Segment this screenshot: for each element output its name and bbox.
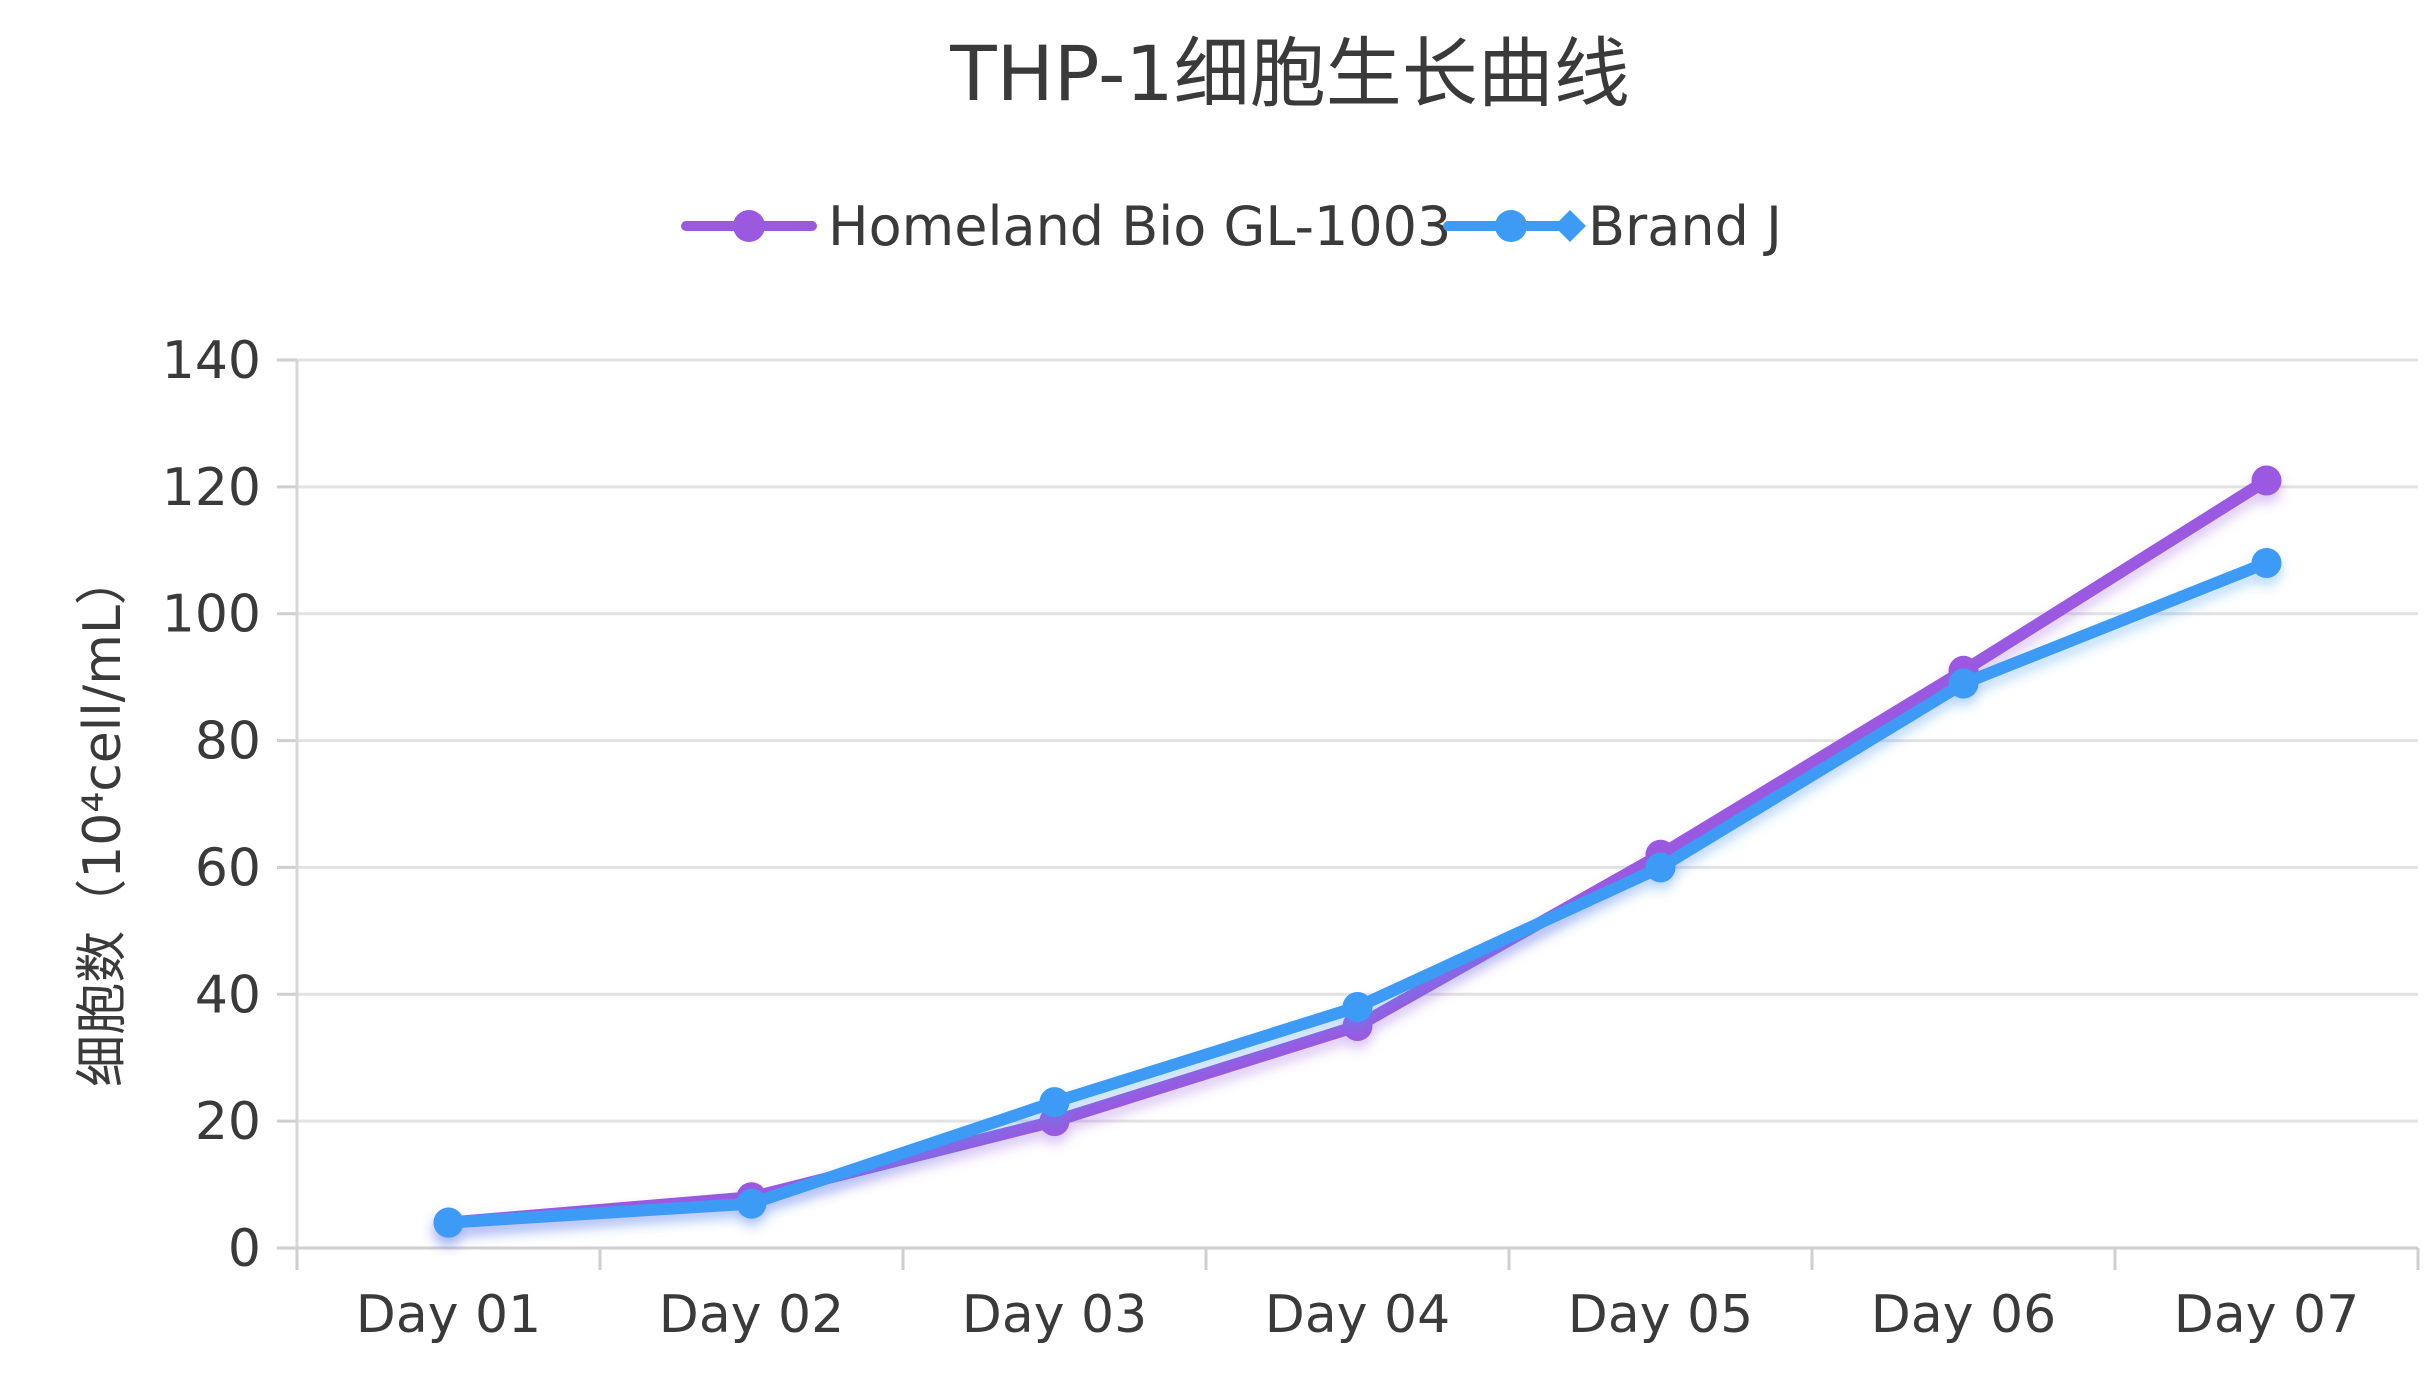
x-tick-label: Day 01: [356, 1285, 541, 1345]
y-tick-label: 140: [162, 331, 261, 391]
data-point: [1342, 991, 1373, 1022]
legend: Homeland Bio GL-1003 Brand J: [681, 195, 1782, 258]
data-point: [2251, 547, 2282, 578]
y-tick-label: 120: [162, 458, 261, 518]
series-2: [433, 547, 2282, 1238]
legend-marker: [733, 210, 765, 242]
y-tick-label: 100: [162, 585, 261, 645]
data-point: [1039, 1087, 1070, 1118]
x-tick-label: Day 03: [962, 1285, 1147, 1345]
data-point: [1645, 852, 1676, 883]
y-tick-label: 60: [195, 838, 261, 898]
gridlines: [277, 358, 2418, 1250]
y-tick-label: 40: [195, 965, 261, 1025]
x-tick-label: Day 02: [659, 1285, 844, 1345]
series-line: [442, 556, 2273, 1229]
y-axis-label: 细胞数（10⁴cell/mL）: [73, 553, 133, 1087]
axes: [295, 360, 2420, 1270]
data-point: [433, 1207, 464, 1238]
data-point: [736, 1188, 767, 1219]
series-group: [433, 465, 2282, 1238]
x-tick-label: Day 04: [1265, 1285, 1450, 1345]
legend-label: Brand J: [1588, 195, 1782, 258]
legend-item-2: Brand J: [1443, 195, 1782, 258]
y-tick-label: 0: [228, 1219, 261, 1279]
data-point: [1948, 668, 1979, 699]
x-tick-label: Day 07: [2174, 1285, 2359, 1345]
legend-marker: [1495, 210, 1527, 242]
x-tick-label: Day 05: [1568, 1285, 1753, 1345]
chart-title: THP-1细胞生长曲线: [949, 29, 1630, 118]
x-tick-labels: Day 01 Day 02 Day 03 Day 04 Day 05 Day 06 Day …: [356, 1285, 2359, 1345]
legend-label: Homeland Bio GL-1003: [828, 195, 1451, 258]
y-tick-labels: 0 20 40 60 80 100 120 140: [162, 331, 261, 1279]
data-point: [2251, 465, 2282, 496]
x-tick-label: Day 06: [1871, 1285, 2056, 1345]
legend-item-1: Homeland Bio GL-1003: [681, 195, 1451, 258]
series-line: [442, 474, 2273, 1229]
y-tick-label: 80: [195, 712, 261, 772]
y-tick-label: 20: [195, 1092, 261, 1152]
legend-marker-diamond: [1554, 210, 1586, 242]
